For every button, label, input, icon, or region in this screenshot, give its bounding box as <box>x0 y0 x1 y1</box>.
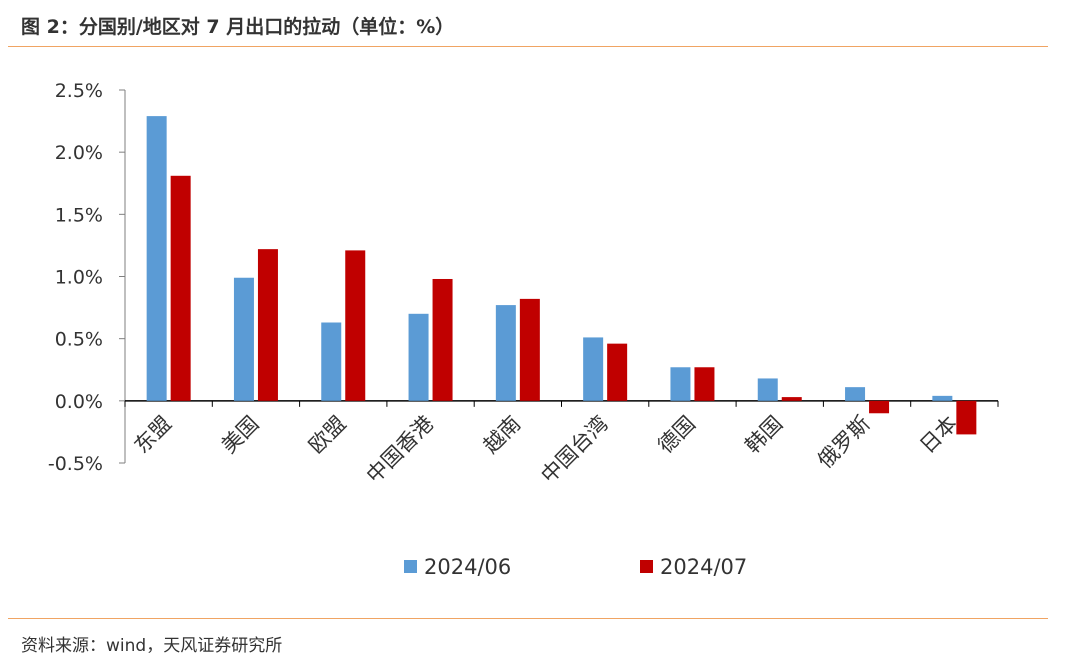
bar <box>146 116 167 401</box>
bar <box>694 367 715 401</box>
x-category-label: 韩国 <box>741 411 788 458</box>
y-tick-label: 2.5% <box>55 80 103 102</box>
bar <box>233 277 254 401</box>
bar <box>321 322 342 401</box>
x-category-label: 俄罗斯 <box>813 411 875 473</box>
x-category-label: 日本 <box>915 411 962 458</box>
chart-bars <box>146 116 977 435</box>
chart-axes <box>119 89 999 464</box>
chart-legend: 2024/06 2024/07 <box>404 555 747 579</box>
bar <box>956 400 977 435</box>
x-category-label: 越南 <box>479 411 526 458</box>
bar <box>781 397 802 401</box>
x-category-label: 中国香港 <box>362 411 438 487</box>
bar <box>519 298 540 401</box>
bar <box>607 343 628 401</box>
y-tick-label: 1.0% <box>55 267 103 289</box>
bar <box>583 337 604 401</box>
bar <box>845 387 866 401</box>
footer-divider <box>8 618 1048 619</box>
y-tick-labels: 2.5% 2.0% 1.5% 1.0% 0.5% 0.0% -0.5% <box>48 80 103 475</box>
x-category-labels: 东盟 美国 欧盟 中国香港 越南 中国台湾 德国 韩国 俄罗斯 日本 <box>130 411 962 487</box>
bar <box>869 400 890 414</box>
bar <box>757 378 778 401</box>
bar <box>495 305 516 401</box>
bar <box>170 175 191 401</box>
bar <box>432 278 453 401</box>
legend-label: 2024/06 <box>424 555 511 579</box>
y-tick-label: -0.5% <box>48 453 103 475</box>
title-divider <box>8 46 1048 47</box>
x-category-label: 美国 <box>217 411 264 458</box>
bar <box>408 313 429 401</box>
bar <box>932 395 953 401</box>
y-tick-label: 0.5% <box>55 329 103 351</box>
x-category-label: 德国 <box>653 411 700 458</box>
x-category-label: 东盟 <box>130 411 177 458</box>
source-note: 资料来源：wind，天风证券研究所 <box>21 636 283 656</box>
figure-title: 图 2：分国别/地区对 7 月出口的拉动（单位：%） <box>21 16 455 38</box>
bar <box>345 250 366 401</box>
bar <box>670 367 691 401</box>
y-tick-label: 0.0% <box>55 391 103 413</box>
bar-chart: 2.5% 2.0% 1.5% 1.0% 0.5% 0.0% -0.5% 东盟 美国 欧盟 中国香港… <box>48 80 999 579</box>
legend-swatch <box>640 560 653 573</box>
y-tick-label: 1.5% <box>55 204 103 226</box>
legend-swatch <box>404 560 417 573</box>
x-category-label: 欧盟 <box>304 411 351 458</box>
legend-label: 2024/07 <box>660 555 747 579</box>
bar <box>257 249 278 401</box>
y-tick-label: 2.0% <box>55 142 103 164</box>
x-category-label: 中国台湾 <box>536 411 612 487</box>
